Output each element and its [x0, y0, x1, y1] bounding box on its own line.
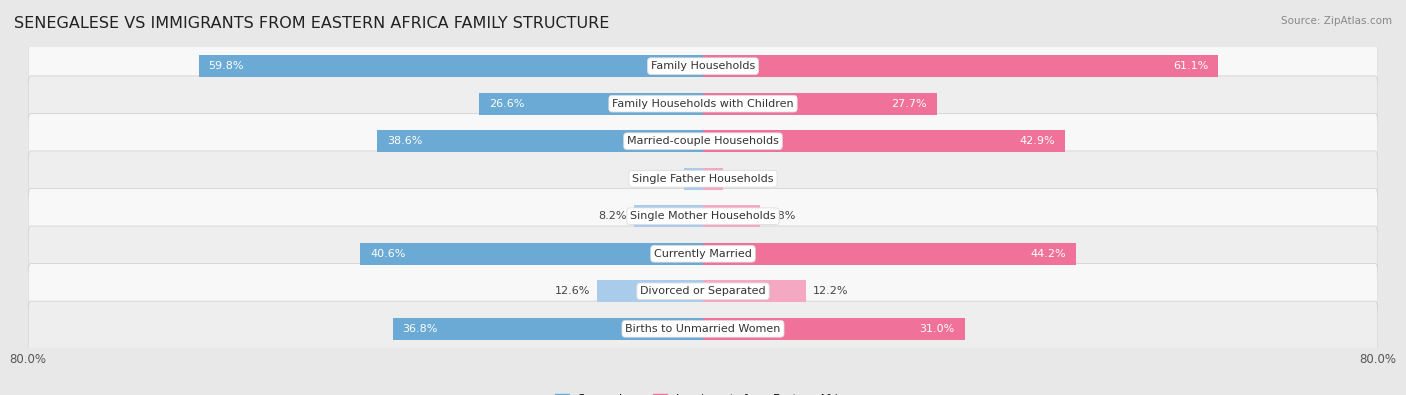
FancyBboxPatch shape	[28, 226, 1378, 282]
FancyBboxPatch shape	[28, 188, 1378, 244]
Text: Currently Married: Currently Married	[654, 249, 752, 259]
Text: Divorced or Separated: Divorced or Separated	[640, 286, 766, 296]
Text: 27.7%: 27.7%	[891, 99, 927, 109]
Bar	[703, 93, 936, 115]
Bar	[634, 205, 703, 227]
Text: 12.2%: 12.2%	[813, 286, 848, 296]
Text: Source: ZipAtlas.com: Source: ZipAtlas.com	[1281, 16, 1392, 26]
Text: 59.8%: 59.8%	[208, 61, 245, 71]
FancyBboxPatch shape	[28, 151, 1378, 207]
Text: 6.8%: 6.8%	[768, 211, 796, 221]
Text: 31.0%: 31.0%	[920, 324, 955, 334]
Text: Single Father Households: Single Father Households	[633, 174, 773, 184]
FancyBboxPatch shape	[28, 301, 1378, 357]
Text: 8.2%: 8.2%	[599, 211, 627, 221]
Bar	[703, 55, 1219, 77]
Text: Family Households with Children: Family Households with Children	[612, 99, 794, 109]
Text: 36.8%: 36.8%	[402, 324, 439, 334]
Text: Single Mother Households: Single Mother Households	[630, 211, 776, 221]
Text: 2.4%: 2.4%	[730, 174, 758, 184]
Bar	[703, 243, 1076, 265]
Bar	[703, 168, 723, 190]
Bar	[478, 93, 703, 115]
Bar	[683, 168, 703, 190]
Text: Births to Unmarried Women: Births to Unmarried Women	[626, 324, 780, 334]
Bar	[596, 280, 703, 302]
Legend: Senegalese, Immigrants from Eastern Africa: Senegalese, Immigrants from Eastern Afri…	[551, 389, 855, 395]
Bar	[360, 243, 703, 265]
FancyBboxPatch shape	[28, 263, 1378, 319]
Text: SENEGALESE VS IMMIGRANTS FROM EASTERN AFRICA FAMILY STRUCTURE: SENEGALESE VS IMMIGRANTS FROM EASTERN AF…	[14, 16, 609, 31]
Bar	[392, 318, 703, 340]
Text: Family Households: Family Households	[651, 61, 755, 71]
Text: 44.2%: 44.2%	[1031, 249, 1066, 259]
Text: 12.6%: 12.6%	[554, 286, 591, 296]
Text: Married-couple Households: Married-couple Households	[627, 136, 779, 146]
Text: 26.6%: 26.6%	[489, 99, 524, 109]
Bar	[703, 280, 806, 302]
Text: 61.1%: 61.1%	[1173, 61, 1208, 71]
Bar	[703, 130, 1064, 152]
FancyBboxPatch shape	[28, 38, 1378, 94]
Text: 40.6%: 40.6%	[371, 249, 406, 259]
Bar	[703, 205, 761, 227]
FancyBboxPatch shape	[28, 76, 1378, 132]
Bar	[703, 318, 965, 340]
Text: 42.9%: 42.9%	[1019, 136, 1054, 146]
Text: 2.3%: 2.3%	[648, 174, 676, 184]
FancyBboxPatch shape	[28, 113, 1378, 169]
Bar	[198, 55, 703, 77]
Text: 38.6%: 38.6%	[388, 136, 423, 146]
Bar	[377, 130, 703, 152]
